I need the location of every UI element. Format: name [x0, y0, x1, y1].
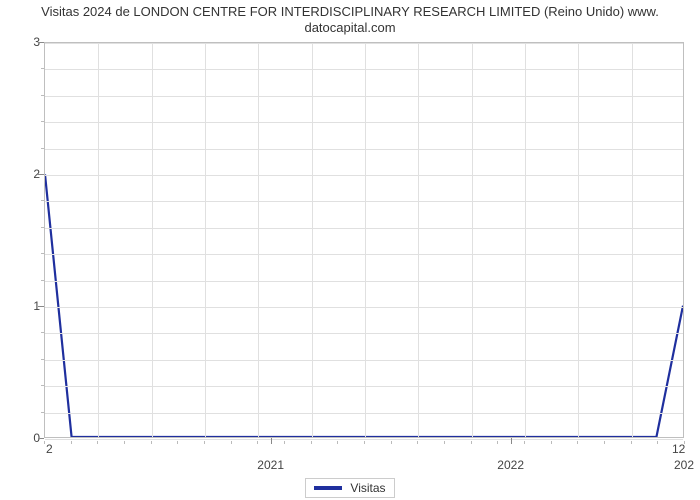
legend-label: Visitas — [350, 481, 385, 495]
legend-swatch — [314, 486, 342, 490]
legend-entry: Visitas — [305, 478, 394, 498]
hgrid — [45, 254, 683, 255]
y-tick-mark — [38, 174, 44, 175]
vgrid — [632, 43, 633, 437]
hgrid — [45, 175, 683, 176]
chart-container: Visitas 2024 de LONDON CENTRE FOR INTERD… — [0, 0, 700, 500]
hgrid — [45, 307, 683, 308]
x-minor-tick — [151, 441, 152, 444]
vgrid — [578, 43, 579, 437]
x-minor-tick — [391, 441, 392, 444]
vgrid — [525, 43, 526, 437]
x-minor-tick — [497, 441, 498, 444]
vgrid — [98, 43, 99, 437]
x-minor-tick — [364, 441, 365, 444]
y-minor-tick — [41, 121, 44, 122]
y-minor-tick — [41, 227, 44, 228]
x-tick-mark — [271, 438, 272, 444]
y-minor-tick — [41, 280, 44, 281]
y-tick-mark — [38, 438, 44, 439]
y-minor-tick — [41, 412, 44, 413]
x-minor-tick — [444, 441, 445, 444]
y-tick-label: 2 — [18, 167, 40, 181]
x-minor-tick — [311, 441, 312, 444]
y-minor-tick — [41, 332, 44, 333]
x-tick-label: 2022 — [497, 458, 524, 472]
x-minor-tick — [551, 441, 552, 444]
hgrid — [45, 439, 683, 440]
hgrid — [45, 96, 683, 97]
plot-area — [44, 42, 684, 438]
hgrid — [45, 228, 683, 229]
y-minor-tick — [41, 385, 44, 386]
hgrid — [45, 69, 683, 70]
x-tick-mark — [511, 438, 512, 444]
x-end-label: 12 — [672, 442, 685, 456]
series-polyline — [45, 174, 683, 437]
x-minor-tick — [177, 441, 178, 444]
hgrid — [45, 333, 683, 334]
x-minor-tick — [524, 441, 525, 444]
y-tick-label: 1 — [18, 299, 40, 313]
x-minor-tick — [44, 441, 45, 444]
y-minor-tick — [41, 359, 44, 360]
x-minor-tick — [657, 441, 658, 444]
x-minor-tick — [257, 441, 258, 444]
x-minor-tick — [577, 441, 578, 444]
x-minor-tick — [471, 441, 472, 444]
hgrid — [45, 413, 683, 414]
x-minor-tick — [97, 441, 98, 444]
hgrid — [45, 360, 683, 361]
hgrid — [45, 122, 683, 123]
vgrid — [418, 43, 419, 437]
y-minor-tick — [41, 148, 44, 149]
y-tick-mark — [38, 42, 44, 43]
y-tick-label: 0 — [18, 431, 40, 445]
line-series — [45, 43, 683, 437]
x-minor-tick — [71, 441, 72, 444]
x-tick-label: 2021 — [257, 458, 284, 472]
vgrid — [205, 43, 206, 437]
hgrid — [45, 281, 683, 282]
vgrid — [365, 43, 366, 437]
x-minor-tick — [337, 441, 338, 444]
y-minor-tick — [41, 68, 44, 69]
y-tick-label: 3 — [18, 35, 40, 49]
vgrid — [152, 43, 153, 437]
legend: Visitas — [0, 477, 700, 498]
x-minor-tick — [417, 441, 418, 444]
chart-title-line1: Visitas 2024 de LONDON CENTRE FOR INTERD… — [41, 4, 659, 19]
x-minor-tick — [124, 441, 125, 444]
y-minor-tick — [41, 253, 44, 254]
x-minor-tick — [631, 441, 632, 444]
x-minor-tick — [204, 441, 205, 444]
x-minor-tick — [604, 441, 605, 444]
x-end-label: 2 — [46, 442, 53, 456]
y-tick-mark — [38, 306, 44, 307]
hgrid — [45, 43, 683, 44]
y-minor-tick — [41, 200, 44, 201]
x-minor-tick — [284, 441, 285, 444]
chart-title-line2: datocapital.com — [304, 20, 395, 35]
hgrid — [45, 386, 683, 387]
chart-title: Visitas 2024 de LONDON CENTRE FOR INTERD… — [0, 4, 700, 35]
x-end-label-below: 202 — [674, 458, 694, 472]
hgrid — [45, 149, 683, 150]
vgrid — [258, 43, 259, 437]
vgrid — [312, 43, 313, 437]
vgrid — [472, 43, 473, 437]
hgrid — [45, 201, 683, 202]
x-minor-tick — [231, 441, 232, 444]
y-minor-tick — [41, 95, 44, 96]
